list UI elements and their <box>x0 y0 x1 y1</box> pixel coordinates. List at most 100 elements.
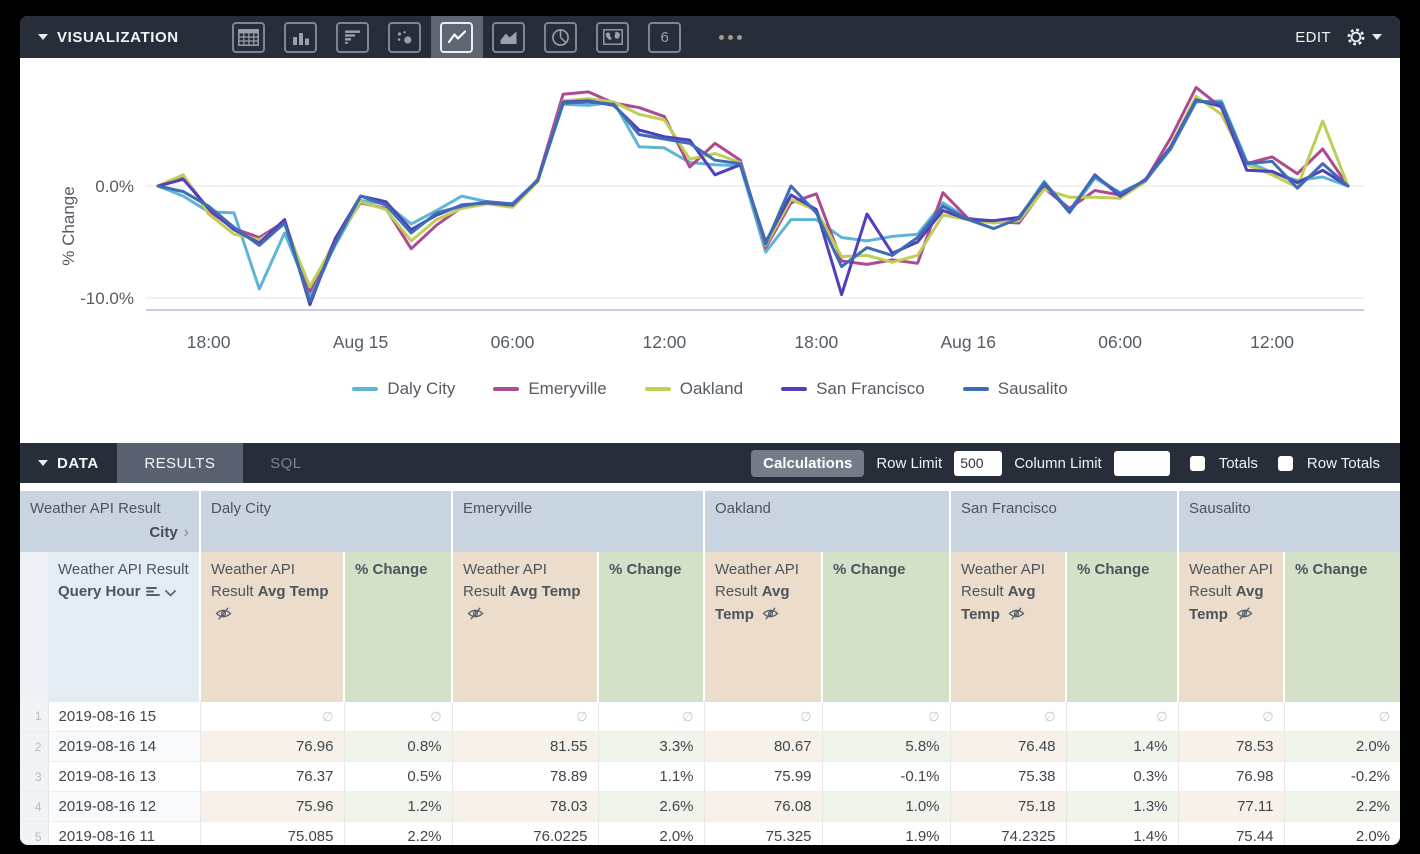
column-limit-input[interactable] <box>1113 450 1170 476</box>
avg-temp-cell[interactable]: 76.08 <box>703 791 823 822</box>
chart-type-column-button[interactable] <box>275 16 327 58</box>
query-hour-cell[interactable]: 2019-08-16 14 <box>48 731 200 762</box>
avg-temp-cell[interactable]: 77.11 <box>1177 791 1285 822</box>
tab-results[interactable]: RESULTS <box>116 443 243 483</box>
field-header-query-hour[interactable]: Weather API Result Query Hour <box>48 551 200 702</box>
pct-change-cell[interactable]: 1.2% <box>343 791 453 822</box>
pivot-value-header-san-francisco[interactable]: San Francisco <box>949 491 1179 552</box>
field-header-pct-change[interactable]: % Change <box>1283 551 1400 702</box>
avg-temp-cell[interactable]: 75.96 <box>199 791 344 822</box>
legend-item-emeryville[interactable]: Emeryville <box>493 379 607 399</box>
pivot-field-header[interactable]: Weather API Result City › <box>20 491 200 552</box>
pct-change-cell[interactable]: ∅ <box>343 701 453 732</box>
totals-checkbox[interactable] <box>1189 455 1205 471</box>
pct-change-cell[interactable]: 1.0% <box>821 791 951 822</box>
pct-change-cell[interactable]: 1.9% <box>821 821 951 845</box>
avg-temp-cell[interactable]: 76.37 <box>199 761 344 792</box>
avg-temp-cell[interactable]: ∅ <box>949 701 1067 732</box>
field-header-avg-temp[interactable]: Weather API Result Avg Temp <box>1177 551 1285 702</box>
pct-change-cell[interactable]: ∅ <box>1283 701 1400 732</box>
field-header-pct-change[interactable]: % Change <box>821 551 951 702</box>
pct-change-cell[interactable]: 2.2% <box>1283 791 1400 822</box>
avg-temp-cell[interactable]: ∅ <box>199 701 344 732</box>
avg-temp-cell[interactable]: 81.55 <box>451 731 599 762</box>
calculations-button[interactable]: Calculations <box>751 449 865 477</box>
pct-change-cell[interactable]: 2.2% <box>343 821 453 845</box>
chart-type-line-button[interactable] <box>430 16 483 58</box>
chart-type-map-button[interactable] <box>587 16 639 58</box>
query-hour-cell[interactable]: 2019-08-16 11 <box>48 821 200 845</box>
legend-item-oakland[interactable]: Oakland <box>644 379 743 399</box>
avg-temp-cell[interactable]: 78.03 <box>451 791 599 822</box>
avg-temp-cell[interactable]: 75.325 <box>703 821 823 845</box>
pct-change-cell[interactable]: 2.0% <box>597 821 705 845</box>
avg-temp-cell[interactable]: ∅ <box>1177 701 1285 732</box>
avg-temp-cell[interactable]: 75.085 <box>199 821 344 845</box>
chart-type-single-value-button[interactable]: 6 <box>639 16 691 58</box>
avg-temp-cell[interactable]: 74.2325 <box>949 821 1067 845</box>
pct-change-cell[interactable]: ∅ <box>1065 701 1179 732</box>
avg-temp-cell[interactable]: 75.44 <box>1177 821 1285 845</box>
field-header-avg-temp[interactable]: Weather API Result Avg Temp <box>949 551 1067 702</box>
pivot-value-header-emeryville[interactable]: Emeryville <box>451 491 705 552</box>
query-hour-cell[interactable]: 2019-08-16 13 <box>48 761 200 792</box>
query-hour-cell[interactable]: 2019-08-16 12 <box>48 791 200 822</box>
avg-temp-cell[interactable]: 76.98 <box>1177 761 1285 792</box>
data-section-toggle[interactable]: DATA <box>20 455 117 472</box>
query-hour-cell[interactable]: 2019-08-16 15 <box>48 701 200 732</box>
pct-change-cell[interactable]: ∅ <box>597 701 705 732</box>
pivot-value-header-daly-city[interactable]: Daly City <box>198 491 453 552</box>
viz-settings-button[interactable] <box>1345 26 1382 48</box>
pct-change-cell[interactable]: 1.3% <box>1065 791 1179 822</box>
pct-change-cell[interactable]: 5.8% <box>821 731 951 762</box>
legend-item-sausalito[interactable]: Sausalito <box>962 379 1068 399</box>
legend-item-san-francisco[interactable]: San Francisco <box>781 379 925 399</box>
avg-temp-cell[interactable]: 76.48 <box>949 731 1067 762</box>
pct-change-cell[interactable]: 1.4% <box>1065 821 1179 845</box>
chart-type-scatter-button[interactable] <box>379 16 431 58</box>
field-header-avg-temp[interactable]: Weather API Result Avg Temp <box>451 551 599 702</box>
pct-change-cell[interactable]: -0.2% <box>1283 761 1400 792</box>
avg-temp-cell[interactable]: 80.67 <box>703 731 823 762</box>
field-header-pct-change[interactable]: % Change <box>1065 551 1179 702</box>
more-chart-types-button[interactable] <box>718 34 742 40</box>
pivot-value-header-sausalito[interactable]: Sausalito <box>1177 491 1400 552</box>
avg-temp-cell[interactable]: 75.18 <box>949 791 1067 822</box>
field-header-pct-change[interactable]: % Change <box>342 551 453 702</box>
chart-type-bar-button[interactable] <box>327 16 379 58</box>
pct-change-cell[interactable]: 0.3% <box>1065 761 1179 792</box>
legend-item-daly-city[interactable]: Daly City <box>352 379 455 399</box>
pct-change-cell[interactable]: -0.1% <box>821 761 951 792</box>
row-totals-checkbox[interactable] <box>1277 455 1293 471</box>
row-limit-input[interactable] <box>954 450 1003 476</box>
avg-temp-cell[interactable]: 75.99 <box>703 761 823 792</box>
avg-temp-cell[interactable]: 78.53 <box>1177 731 1285 762</box>
pct-change-cell[interactable]: 0.5% <box>343 761 453 792</box>
field-header-avg-temp[interactable]: Weather API Result Avg Temp <box>703 551 823 702</box>
avg-temp-cell[interactable]: 76.0225 <box>451 821 599 845</box>
pct-change-cell[interactable]: 3.3% <box>597 731 705 762</box>
avg-temp-cell[interactable]: ∅ <box>451 701 599 732</box>
avg-temp-cell[interactable]: 75.38 <box>949 761 1067 792</box>
avg-temp-cell[interactable]: ∅ <box>703 701 823 732</box>
avg-temp-cell[interactable]: 76.96 <box>199 731 344 762</box>
pct-change-cell[interactable]: 1.4% <box>1065 731 1179 762</box>
null-value: ∅ <box>1044 709 1056 725</box>
pct-change-cell[interactable]: 0.8% <box>343 731 453 762</box>
tab-sql[interactable]: SQL <box>270 454 302 472</box>
visualization-section-toggle[interactable]: VISUALIZATION <box>20 29 197 46</box>
field-header-pct-change[interactable]: % Change <box>597 551 705 702</box>
pct-change-cell[interactable]: 2.0% <box>1283 821 1400 845</box>
chart-type-table-button[interactable] <box>223 16 275 58</box>
pct-change-cell[interactable]: ∅ <box>821 701 951 732</box>
edit-button[interactable]: EDIT <box>1295 28 1331 46</box>
pct-change-cell[interactable]: 1.1% <box>597 761 705 792</box>
avg-temp-cell[interactable]: 78.89 <box>451 761 599 792</box>
pct-change-cell[interactable]: 2.0% <box>1283 731 1400 762</box>
pct-change-cell[interactable]: 2.6% <box>597 791 705 822</box>
chart-type-area-button[interactable] <box>483 16 535 58</box>
collapse-caret-icon <box>38 460 48 466</box>
chart-type-pie-button[interactable] <box>535 16 587 58</box>
field-header-avg-temp[interactable]: Weather API Result Avg Temp <box>199 551 344 702</box>
pivot-value-header-oakland[interactable]: Oakland <box>703 491 951 552</box>
